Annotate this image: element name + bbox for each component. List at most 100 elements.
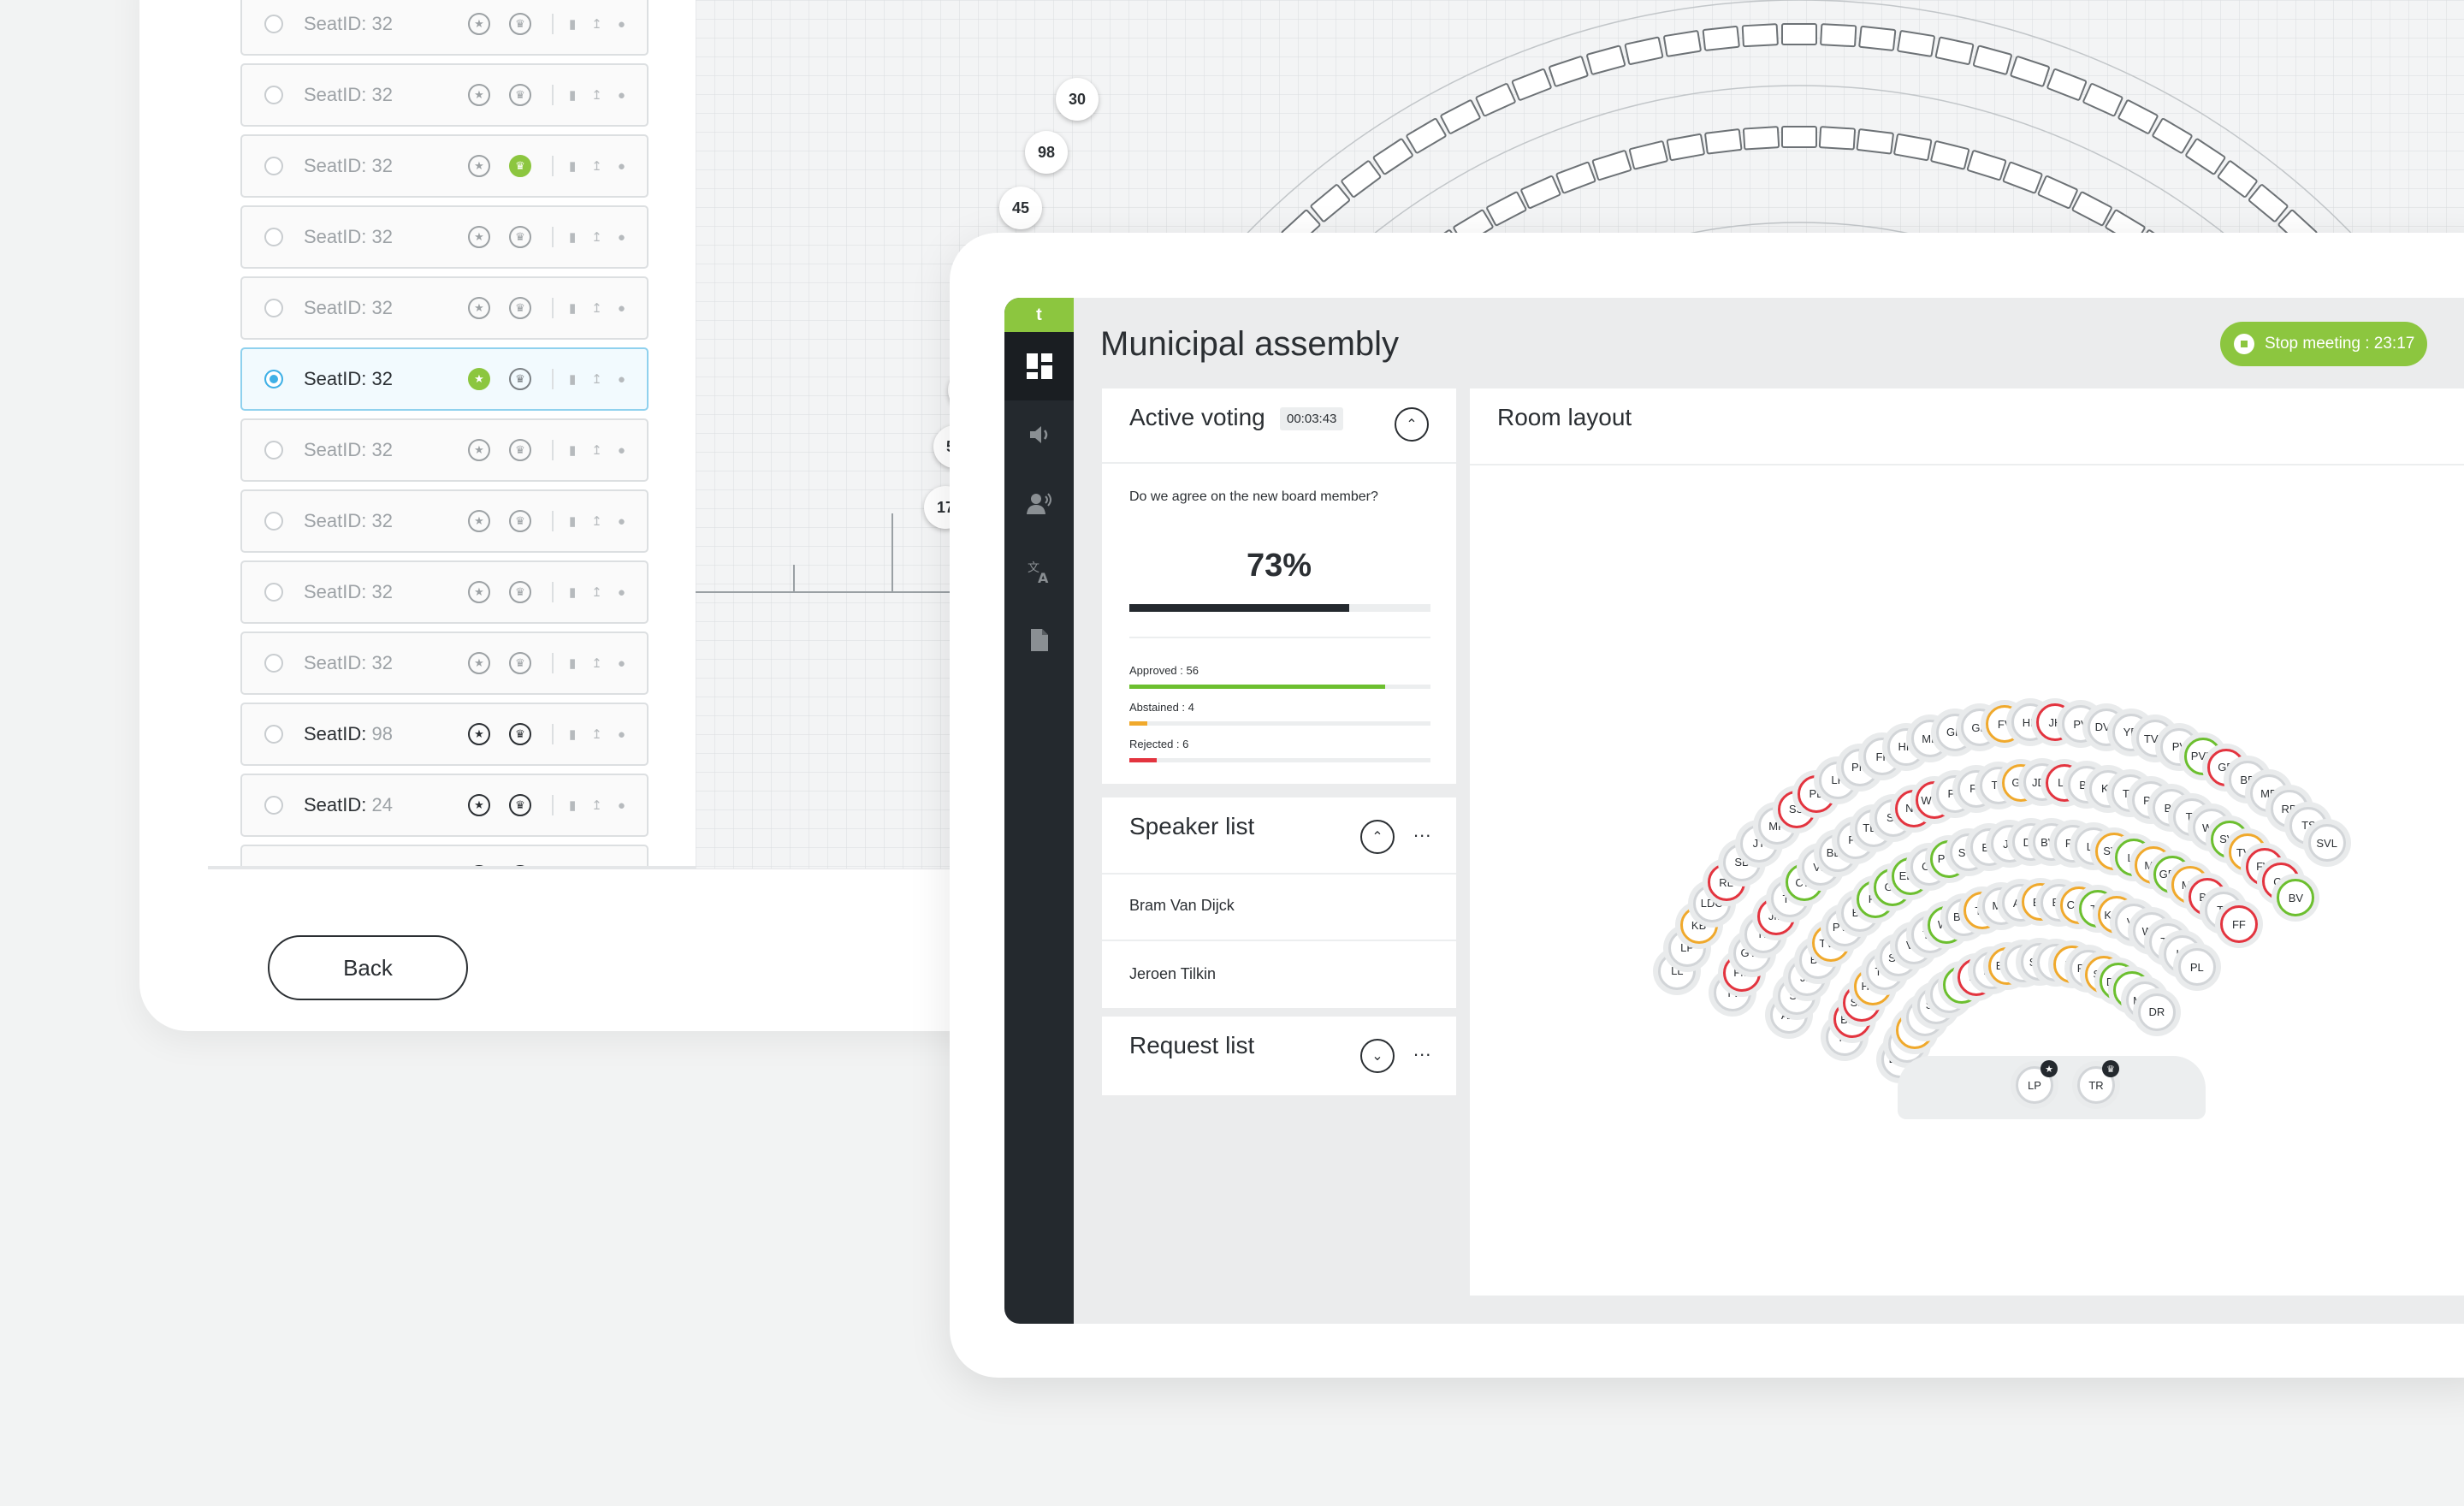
floor-seat-marker[interactable]: 98 [1025, 131, 1068, 174]
star-icon[interactable]: ★ [468, 155, 490, 177]
seat-row[interactable]: SeatID: 32 ★ ♛ ▮ ↥ ● [240, 347, 649, 411]
microphone-icon[interactable]: ● [617, 513, 625, 529]
crown-icon[interactable]: ♛ [509, 297, 531, 319]
seat-row[interactable]: SeatID: 32 ★ ♛ ▮ ↥ ● [240, 63, 649, 127]
crown-icon[interactable]: ♛ [509, 13, 531, 35]
seat-radio[interactable] [264, 299, 283, 317]
display-icon[interactable]: ▮ [569, 17, 577, 32]
seat-row[interactable]: SeatID: 32 ★ ♛ ▮ ↥ ● [240, 418, 649, 482]
podium-seat[interactable]: LP ★ [2016, 1060, 2058, 1104]
nav-participants[interactable] [1004, 469, 1074, 537]
star-icon[interactable]: ★ [468, 723, 490, 745]
seat-radio[interactable] [264, 441, 283, 460]
translate-icon[interactable]: ↥ [591, 798, 602, 813]
display-icon[interactable]: ▮ [569, 372, 577, 387]
room-seat[interactable]: SS [1777, 790, 1815, 828]
seat-row[interactable]: SeatID: 32 ★ ♛ ▮ ↥ ● [240, 134, 649, 198]
star-icon[interactable]: ★ [468, 13, 490, 35]
room-seat[interactable]: BV [2277, 879, 2315, 917]
microphone-icon[interactable]: ● [617, 16, 625, 32]
room-seat[interactable]: TVG [2229, 833, 2267, 871]
seat-row[interactable]: SeatID: 98 ★ ♛ ▮ ↥ ● [240, 703, 649, 766]
seat-row[interactable]: SeatID: 32 ★ ♛ ▮ ↥ ● [240, 0, 649, 56]
translate-icon[interactable]: ↥ [591, 514, 602, 529]
display-icon[interactable]: ▮ [569, 514, 577, 529]
display-icon[interactable]: ▮ [569, 585, 577, 600]
back-button[interactable]: Back [268, 935, 468, 1000]
room-seat[interactable]: FF [2219, 905, 2258, 944]
seat-radio[interactable] [264, 157, 283, 175]
star-icon[interactable]: ★ [468, 510, 490, 532]
seat-radio[interactable] [264, 583, 283, 602]
translate-icon[interactable]: ↥ [591, 656, 602, 671]
crown-icon[interactable]: ♛ [509, 510, 531, 532]
translate-icon[interactable]: ↥ [591, 159, 602, 174]
speaker-item[interactable]: Bram Van Dijck [1129, 897, 1235, 914]
requests-more-button[interactable]: ... [1413, 1039, 1432, 1060]
star-icon[interactable]: ★ [468, 297, 490, 319]
speaker-item[interactable]: Jeroen Tilkin [1129, 965, 1217, 982]
seat-row[interactable]: SeatID: 76★♛▮↥● [240, 845, 649, 869]
seat-radio[interactable] [264, 228, 283, 246]
seat-radio[interactable] [264, 725, 283, 744]
collapse-speakers-button[interactable]: ⌃ [1360, 820, 1395, 854]
display-icon[interactable]: ▮ [569, 301, 577, 316]
room-seat[interactable]: SVL [2307, 824, 2346, 863]
display-icon[interactable]: ▮ [569, 443, 577, 458]
podium-seat[interactable]: TR ♛ [2077, 1060, 2119, 1104]
floor-seat-marker[interactable]: 45 [999, 187, 1042, 229]
crown-icon[interactable]: ♛ [509, 723, 531, 745]
translate-icon[interactable]: ↥ [591, 585, 602, 600]
crown-icon[interactable]: ♛ [509, 794, 531, 816]
microphone-icon[interactable]: ● [617, 726, 625, 742]
microphone-icon[interactable]: ● [617, 797, 625, 813]
translate-icon[interactable]: ↥ [591, 727, 602, 742]
translate-icon[interactable]: ↥ [591, 372, 602, 387]
speakers-more-button[interactable]: ... [1413, 820, 1432, 841]
seat-radio[interactable] [264, 796, 283, 815]
star-icon[interactable]: ★ [468, 439, 490, 461]
floor-seat-marker[interactable]: 30 [1056, 78, 1099, 121]
seat-row[interactable]: SeatID: 32 ★ ♛ ▮ ↥ ● [240, 489, 649, 553]
seat-radio[interactable] [264, 654, 283, 673]
stop-meeting-button[interactable]: Stop meeting : 23:17 [2220, 322, 2427, 366]
nav-documents[interactable] [1004, 606, 1074, 674]
microphone-icon[interactable]: ● [617, 87, 625, 103]
seat-radio[interactable] [264, 370, 283, 388]
seat-row[interactable]: SeatID: 32 ★ ♛ ▮ ↥ ● [240, 205, 649, 269]
collapse-voting-button[interactable]: ⌃ [1395, 407, 1429, 442]
star-icon[interactable]: ★ [468, 581, 490, 603]
microphone-icon[interactable]: ● [617, 655, 625, 671]
star-icon[interactable]: ★ [468, 226, 490, 248]
crown-icon[interactable]: ♛ [509, 155, 531, 177]
crown-icon[interactable]: ♛ [509, 439, 531, 461]
star-icon[interactable]: ★ [468, 652, 490, 674]
nav-dashboard[interactable] [1004, 332, 1074, 400]
crown-icon[interactable]: ♛ [509, 581, 531, 603]
display-icon[interactable]: ▮ [569, 230, 577, 245]
translate-icon[interactable]: ↥ [591, 17, 602, 32]
display-icon[interactable]: ▮ [569, 727, 577, 742]
seat-row[interactable]: SeatID: 24 ★ ♛ ▮ ↥ ● [240, 774, 649, 837]
seat-radio[interactable] [264, 512, 283, 531]
microphone-icon[interactable]: ● [617, 584, 625, 600]
crown-icon[interactable]: ♛ [509, 652, 531, 674]
translate-icon[interactable]: ↥ [591, 230, 602, 245]
seat-row[interactable]: SeatID: 32 ★ ♛ ▮ ↥ ● [240, 560, 649, 624]
star-icon[interactable]: ★ [468, 794, 490, 816]
room-seat[interactable]: DR [2137, 993, 2176, 1031]
display-icon[interactable]: ▮ [569, 656, 577, 671]
microphone-icon[interactable]: ● [617, 229, 625, 245]
translate-icon[interactable]: ↥ [591, 301, 602, 316]
room-seat[interactable]: PL [2177, 948, 2216, 987]
translate-icon[interactable]: ↥ [591, 88, 602, 103]
microphone-icon[interactable]: ● [617, 158, 625, 174]
star-icon[interactable]: ★ [468, 368, 490, 390]
microphone-icon[interactable]: ● [617, 300, 625, 316]
seat-radio[interactable] [264, 15, 283, 33]
microphone-icon[interactable]: ● [617, 371, 625, 387]
expand-requests-button[interactable]: ⌄ [1360, 1039, 1395, 1073]
star-icon[interactable]: ★ [468, 84, 490, 106]
seat-radio[interactable] [264, 86, 283, 104]
